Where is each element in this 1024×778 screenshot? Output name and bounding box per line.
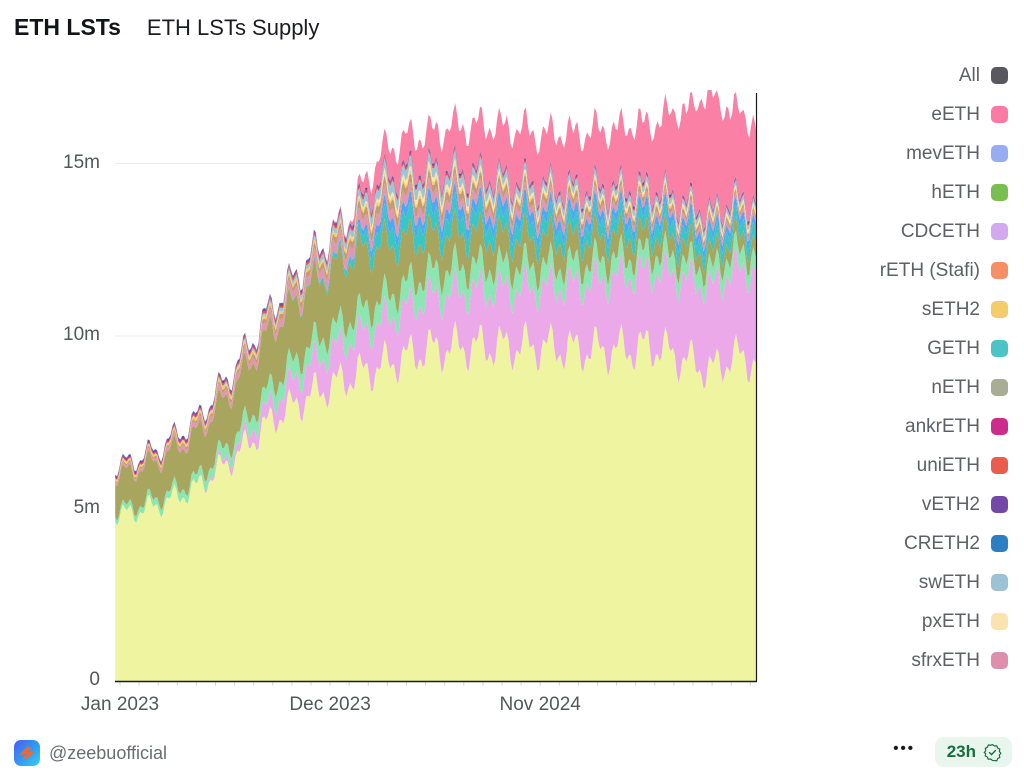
- app-title: ETH LSTs: [14, 14, 121, 40]
- legend-item-label: rETH (Stafi): [879, 259, 980, 281]
- x-tick-nov-2024: Nov 2024: [499, 694, 581, 715]
- y-tick-10m: 10m: [63, 324, 100, 345]
- y-tick-0: 0: [89, 669, 100, 690]
- legend-color-swatch: [991, 301, 1008, 318]
- legend-item-label: ankrETH: [905, 415, 980, 437]
- x-tick-dec-2023: Dec 2023: [289, 694, 371, 715]
- area-series-neth: [115, 207, 756, 521]
- legend-item-eeth[interactable]: eETH: [880, 95, 1008, 134]
- legend: All eETH mevETH hETH CDCETH rETH (Stafi) sETH2…: [880, 56, 1008, 680]
- legend-item-label: sfrxETH: [911, 649, 980, 671]
- legend-color-swatch: [991, 106, 1008, 123]
- legend-color-swatch: [991, 379, 1008, 396]
- legend-item-veth2[interactable]: vETH2: [880, 485, 1008, 524]
- legend-item-label: hETH: [931, 181, 980, 203]
- legend-color-swatch: [991, 67, 1008, 84]
- legend-item-label: swETH: [918, 571, 980, 593]
- verified-badge-icon: [983, 743, 1002, 762]
- legend-item-creth2[interactable]: CRETH2: [880, 524, 1008, 563]
- area-series-geth: [115, 191, 756, 487]
- y-tick-15m: 15m: [63, 151, 100, 173]
- legend-item-reth-stafi-[interactable]: rETH (Stafi): [880, 251, 1008, 290]
- x-tick-jan-2023: Jan 2023: [80, 694, 160, 715]
- legend-item-label: sETH2: [921, 298, 980, 320]
- time-verified-badge[interactable]: 23h: [934, 737, 1012, 767]
- legend-item-all[interactable]: All: [880, 56, 1008, 95]
- area-series-reth-stafi-: [115, 165, 756, 485]
- stacked-area-chart[interactable]: [110, 90, 760, 690]
- more-options-button[interactable]: •••: [887, 739, 921, 758]
- area-series-heth: [115, 230, 756, 526]
- legend-item-sfrxeth[interactable]: sfrxETH: [880, 641, 1008, 680]
- footer: @zeebuofficial ••• 23h: [0, 728, 1024, 778]
- legend-color-swatch: [991, 496, 1008, 513]
- legend-item-heth[interactable]: hETH: [880, 173, 1008, 212]
- legend-item-label: vETH2: [921, 493, 980, 515]
- legend-item-label: eETH: [931, 103, 980, 125]
- watermark: @zeebuofficial: [14, 740, 167, 766]
- legend-item-seth2[interactable]: sETH2: [880, 290, 1008, 329]
- legend-item-geth[interactable]: GETH: [880, 329, 1008, 368]
- legend-item-label: CRETH2: [903, 532, 980, 554]
- legend-item-label: GETH: [927, 337, 980, 359]
- y-tick-5m: 5m: [73, 496, 100, 518]
- legend-item-unieth[interactable]: uniETH: [880, 446, 1008, 485]
- legend-item-label: All: [958, 64, 980, 86]
- legend-color-swatch: [991, 184, 1008, 201]
- legend-item-label: uniETH: [916, 454, 980, 476]
- legend-color-swatch: [991, 223, 1008, 240]
- legend-color-swatch: [991, 418, 1008, 435]
- legend-color-swatch: [991, 613, 1008, 630]
- legend-color-swatch: [991, 340, 1008, 357]
- legend-item-label: pxETH: [921, 610, 980, 632]
- legend-color-swatch: [991, 457, 1008, 474]
- legend-color-swatch: [991, 652, 1008, 669]
- area-series-sfrxeth: [115, 173, 756, 487]
- legend-color-swatch: [991, 262, 1008, 279]
- legend-item-meveth[interactable]: mevETH: [880, 134, 1008, 173]
- area-series-meveth: [115, 181, 756, 487]
- area-series-base-unlabeled-: [115, 320, 756, 681]
- zeebu-logo-icon: [14, 740, 40, 766]
- legend-item-sweth[interactable]: swETH: [880, 563, 1008, 602]
- chart-area: [110, 90, 760, 690]
- legend-item-label: CDCETH: [900, 220, 980, 242]
- legend-item-ankreth[interactable]: ankrETH: [880, 407, 1008, 446]
- legend-item-cdceth[interactable]: CDCETH: [880, 212, 1008, 251]
- legend-color-swatch: [991, 535, 1008, 552]
- legend-item-neth[interactable]: nETH: [880, 368, 1008, 407]
- account-handle: @zeebuofficial: [49, 742, 168, 763]
- area-series-eeth: [115, 90, 756, 477]
- titlebar: ETH LSTs ETH LSTs Supply: [14, 14, 319, 48]
- legend-item-pxeth[interactable]: pxETH: [880, 602, 1008, 641]
- badge-time-label: 23h: [946, 742, 976, 761]
- legend-item-label: mevETH: [906, 142, 980, 164]
- legend-color-swatch: [991, 574, 1008, 591]
- legend-item-label: nETH: [931, 376, 980, 398]
- page-title: ETH LSTs Supply: [146, 15, 320, 40]
- legend-color-swatch: [991, 145, 1008, 162]
- area-series-cdceth: [115, 247, 756, 526]
